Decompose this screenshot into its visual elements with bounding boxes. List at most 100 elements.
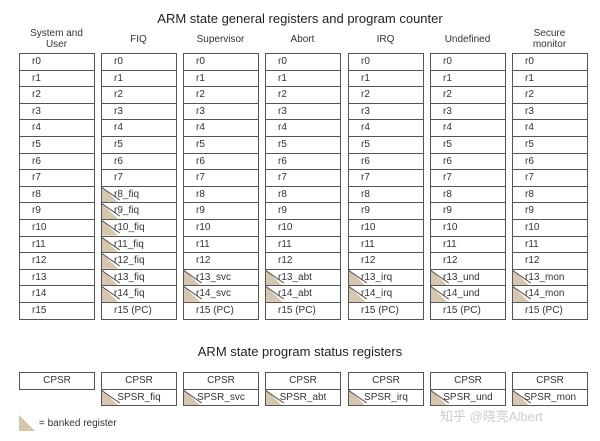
register-cell: r0 [102, 54, 176, 71]
register-cell: r12 [349, 253, 423, 270]
psr-cell: SPSR_abt [266, 390, 340, 406]
register-cell: r14_fiq [102, 286, 176, 303]
register-cell: r5 [431, 137, 505, 154]
register-cell: r4 [184, 120, 258, 137]
column-header: Abort [290, 33, 315, 45]
register-cell: r13_abt [266, 270, 340, 287]
banked-triangle-icon [19, 415, 35, 431]
register-cell: r5 [513, 137, 587, 154]
register-cell: r12 [513, 253, 587, 270]
register-cell: r2 [266, 87, 340, 104]
register-cell: r15 (PC) [349, 303, 423, 320]
column-header: Supervisor [196, 33, 245, 45]
register-bank-system-and-user: r0 r1 r2 r3 r4 r5 r6 r7 r8 r9 r10 r11 r12 r13 r14 r15 [19, 53, 95, 320]
register-cell: r15 (PC) [266, 303, 340, 320]
register-cell: r10_fiq [102, 220, 176, 237]
register-cell: r10 [349, 220, 423, 237]
column-header: System and User [30, 28, 83, 50]
register-cell: r7 [349, 170, 423, 187]
psr-cell: CPSR [349, 373, 423, 390]
register-cell: r1 [184, 71, 258, 88]
register-cell: r3 [20, 104, 94, 121]
status-registers-title: ARM state program status registers [197, 344, 403, 359]
register-cell: r9 [184, 203, 258, 220]
register-cell: r9 [349, 203, 423, 220]
register-cell: r9 [20, 203, 94, 220]
legend: = banked register [19, 414, 117, 432]
register-cell: r14_irq [349, 286, 423, 303]
register-cell: r6 [513, 154, 587, 171]
register-cell: r2 [431, 87, 505, 104]
register-cell: r15 (PC) [184, 303, 258, 320]
register-cell: r6 [431, 154, 505, 171]
register-cell: r1 [431, 71, 505, 88]
column-header: Undefined [444, 33, 491, 45]
register-cell: r9_fiq [102, 203, 176, 220]
register-cell: r6 [102, 154, 176, 171]
register-cell: r1 [513, 71, 587, 88]
register-cell: r12 [20, 253, 94, 270]
register-cell: r8 [20, 187, 94, 204]
register-bank-secure-monitor: r0 r1 r2 r3 r4 r5 r6 r7 r8 r9 r10 r11 r12 r13_mon r14_… [512, 53, 588, 320]
register-cell: r6 [349, 154, 423, 171]
register-cell: r0 [513, 54, 587, 71]
register-cell: r5 [349, 137, 423, 154]
psr-box: CPSR SPSR_fiq [101, 372, 177, 407]
psr-cell: SPSR_svc [184, 390, 258, 406]
psr-cell: CPSR [431, 373, 505, 390]
watermark: 知乎 @晓亮Albert [440, 409, 543, 424]
register-cell: r15 [20, 303, 94, 320]
register-cell: r11_fiq [102, 237, 176, 254]
psr-box: CPSR [19, 372, 95, 390]
register-cell: r7 [266, 170, 340, 187]
register-cell: r0 [184, 54, 258, 71]
register-cell: r2 [102, 87, 176, 104]
register-cell: r14_und [431, 286, 505, 303]
register-cell: r8_fiq [102, 187, 176, 204]
register-cell: r12 [184, 253, 258, 270]
register-cell: r8 [513, 187, 587, 204]
register-cell: r10 [266, 220, 340, 237]
column-header: Secure monitor [532, 28, 567, 50]
psr-cell: SPSR_mon [513, 390, 587, 406]
register-cell: r8 [266, 187, 340, 204]
psr-cell: SPSR_und [431, 390, 505, 406]
register-cell: r10 [513, 220, 587, 237]
register-bank-fiq: r0 r1 r2 r3 r4 r5 r6 r7 r8_fiq r9_fiq r10_fiq r11_f… [101, 53, 177, 320]
register-cell: r13_und [431, 270, 505, 287]
register-cell: r15 (PC) [431, 303, 505, 320]
register-cell: r0 [20, 54, 94, 71]
register-cell: r4 [431, 120, 505, 137]
column-header: FIQ [130, 33, 147, 45]
psr-box: CPSR SPSR_svc [183, 372, 259, 407]
psr-cell: CPSR [266, 373, 340, 390]
register-cell: r8 [431, 187, 505, 204]
register-cell: r2 [513, 87, 587, 104]
register-cell: r13 [20, 270, 94, 287]
register-cell: r9 [513, 203, 587, 220]
register-cell: r2 [20, 87, 94, 104]
legend-label: = banked register [39, 417, 117, 429]
register-cell: r13_fiq [102, 270, 176, 287]
register-cell: r6 [184, 154, 258, 171]
register-cell: r10 [184, 220, 258, 237]
register-cell: r6 [266, 154, 340, 171]
register-cell: r0 [266, 54, 340, 71]
register-cell: r3 [184, 104, 258, 121]
column-header: IRQ [376, 33, 395, 45]
register-cell: r2 [184, 87, 258, 104]
register-cell: r10 [431, 220, 505, 237]
register-cell: r15 (PC) [513, 303, 587, 320]
register-cell: r1 [266, 71, 340, 88]
register-cell: r15 (PC) [102, 303, 176, 320]
register-bank-abort: r0 r1 r2 r3 r4 r5 r6 r7 r8 r9 r10 r11 r12 r13_abt r14_… [265, 53, 341, 320]
register-cell: r14 [20, 286, 94, 303]
register-cell: r3 [349, 104, 423, 121]
register-bank-supervisor: r0 r1 r2 r3 r4 r5 r6 r7 r8 r9 r10 r11 r12 r13_svc r14_… [183, 53, 259, 320]
register-bank-irq: r0 r1 r2 r3 r4 r5 r6 r7 r8 r9 r10 r11 r12 r13_irq r14_… [348, 53, 424, 320]
register-cell: r14_mon [513, 286, 587, 303]
register-cell: r13_svc [184, 270, 258, 287]
general-registers-title: ARM state general registers and program … [157, 11, 443, 26]
register-cell: r14_svc [184, 286, 258, 303]
register-cell: r8 [184, 187, 258, 204]
